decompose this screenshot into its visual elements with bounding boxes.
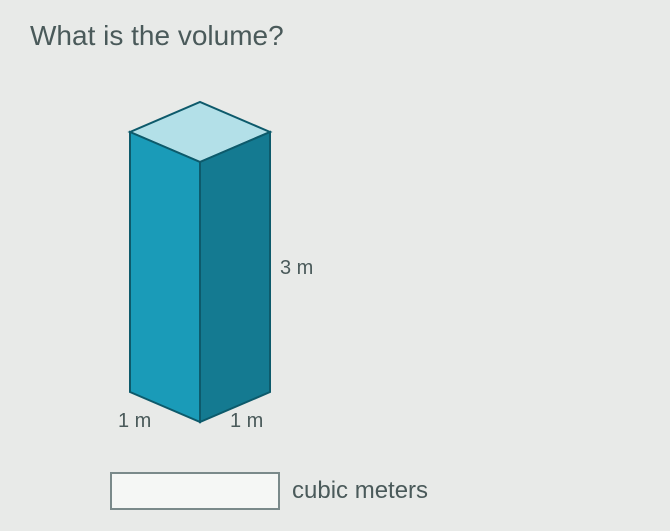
unit-label: cubic meters xyxy=(292,477,428,505)
question-text: What is the volume? xyxy=(30,20,640,52)
prism-front-face xyxy=(130,132,200,422)
height-label: 3 m xyxy=(280,257,313,280)
prism-diagram: 3 m 1 m 1 m xyxy=(90,82,370,462)
answer-input[interactable] xyxy=(110,472,280,510)
answer-row: cubic meters xyxy=(110,472,640,510)
prism-svg xyxy=(90,82,370,462)
width-label: 1 m xyxy=(118,410,151,433)
prism-side-face xyxy=(200,132,270,422)
depth-label: 1 m xyxy=(230,410,263,433)
